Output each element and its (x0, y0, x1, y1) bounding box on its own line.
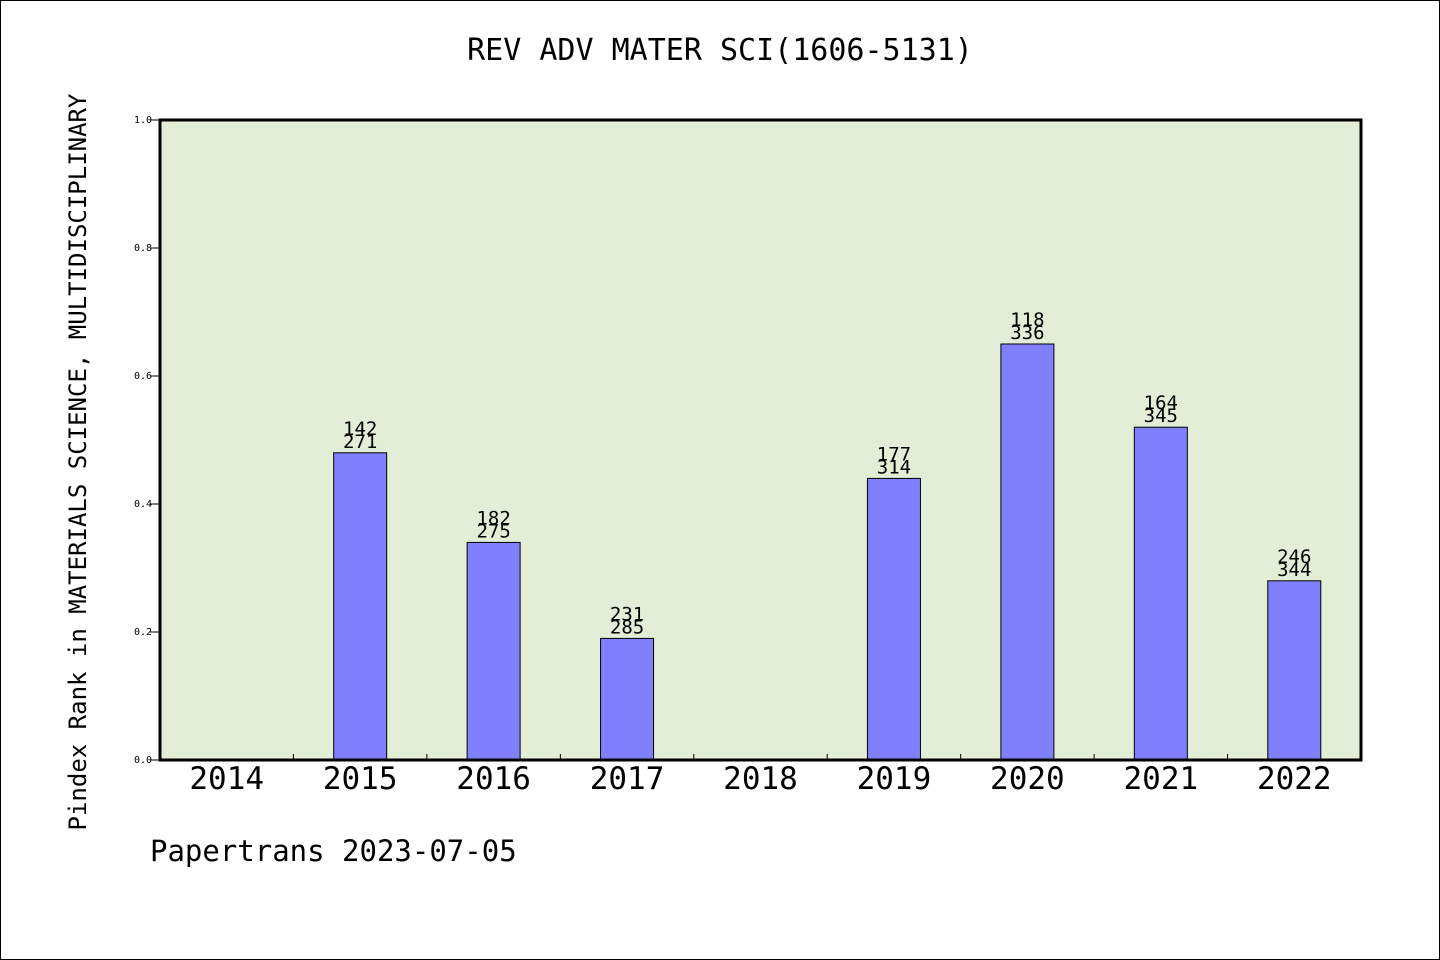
y-tick-label-1.0: 1.0 (134, 115, 152, 126)
x-tick-label-2020: 2020 (990, 761, 1065, 797)
bar-2019 (866, 477, 921, 761)
y-tick-label-0.2: 0.2 (134, 627, 152, 638)
bar-label-bottom-2021: 345 (1144, 405, 1178, 427)
y-tick-label-0.0: 0.0 (134, 755, 152, 766)
bar-label-bottom-2016: 275 (476, 520, 510, 542)
bar-label-bottom-2022: 344 (1277, 559, 1311, 581)
bar-label-bottom-2019: 314 (877, 456, 911, 478)
x-tick-label-2017: 2017 (590, 761, 665, 797)
chart-title: REV ADV MATER SCI(1606-5131) (467, 33, 973, 68)
x-tick-label-2021: 2021 (1124, 761, 1199, 797)
x-tick-label-2016: 2016 (456, 761, 531, 797)
bar-2022 (1267, 580, 1322, 761)
bar-label-top-2021: 164 (1144, 392, 1178, 414)
bar-label-top-2019: 177 (877, 443, 911, 465)
x-tick-label-2014: 2014 (189, 761, 264, 797)
bar-2017 (600, 637, 655, 761)
bar-2015 (333, 452, 388, 761)
bar-label-top-2016: 182 (476, 507, 510, 529)
bar-label-bottom-2017: 285 (610, 616, 644, 638)
bar-label-top-2015: 142 (343, 418, 377, 440)
y-tick-label-0.4: 0.4 (134, 499, 152, 510)
y-tick-label-0.8: 0.8 (134, 243, 152, 254)
bar-2021 (1133, 426, 1188, 761)
bar-label-top-2022: 246 (1277, 546, 1311, 568)
bar-label-top-2017: 231 (610, 603, 644, 625)
bar-2020 (1000, 343, 1055, 761)
bar-label-bottom-2020: 336 (1010, 322, 1044, 344)
bar-label-bottom-2015: 271 (343, 431, 377, 453)
bar-2016 (466, 541, 521, 761)
y-tick-label-0.6: 0.6 (134, 371, 152, 382)
y-ticks-group: 0.0 0.2 0.4 0.6 0.8 1.0 (134, 115, 160, 766)
x-tick-label-2015: 2015 (323, 761, 398, 797)
x-tick-label-2019: 2019 (857, 761, 932, 797)
plot-border (158, 118, 1363, 762)
bar-label-top-2020: 118 (1010, 309, 1044, 331)
x-ticks-group: 2014 2015 2016 2017 2018 2019 2020 2021 2022 (189, 754, 1332, 797)
x-tick-label-2018: 2018 (723, 761, 798, 797)
footer-date-note: Papertrans 2023-07-05 (150, 834, 517, 868)
x-tick-label-2022: 2022 (1257, 761, 1332, 797)
